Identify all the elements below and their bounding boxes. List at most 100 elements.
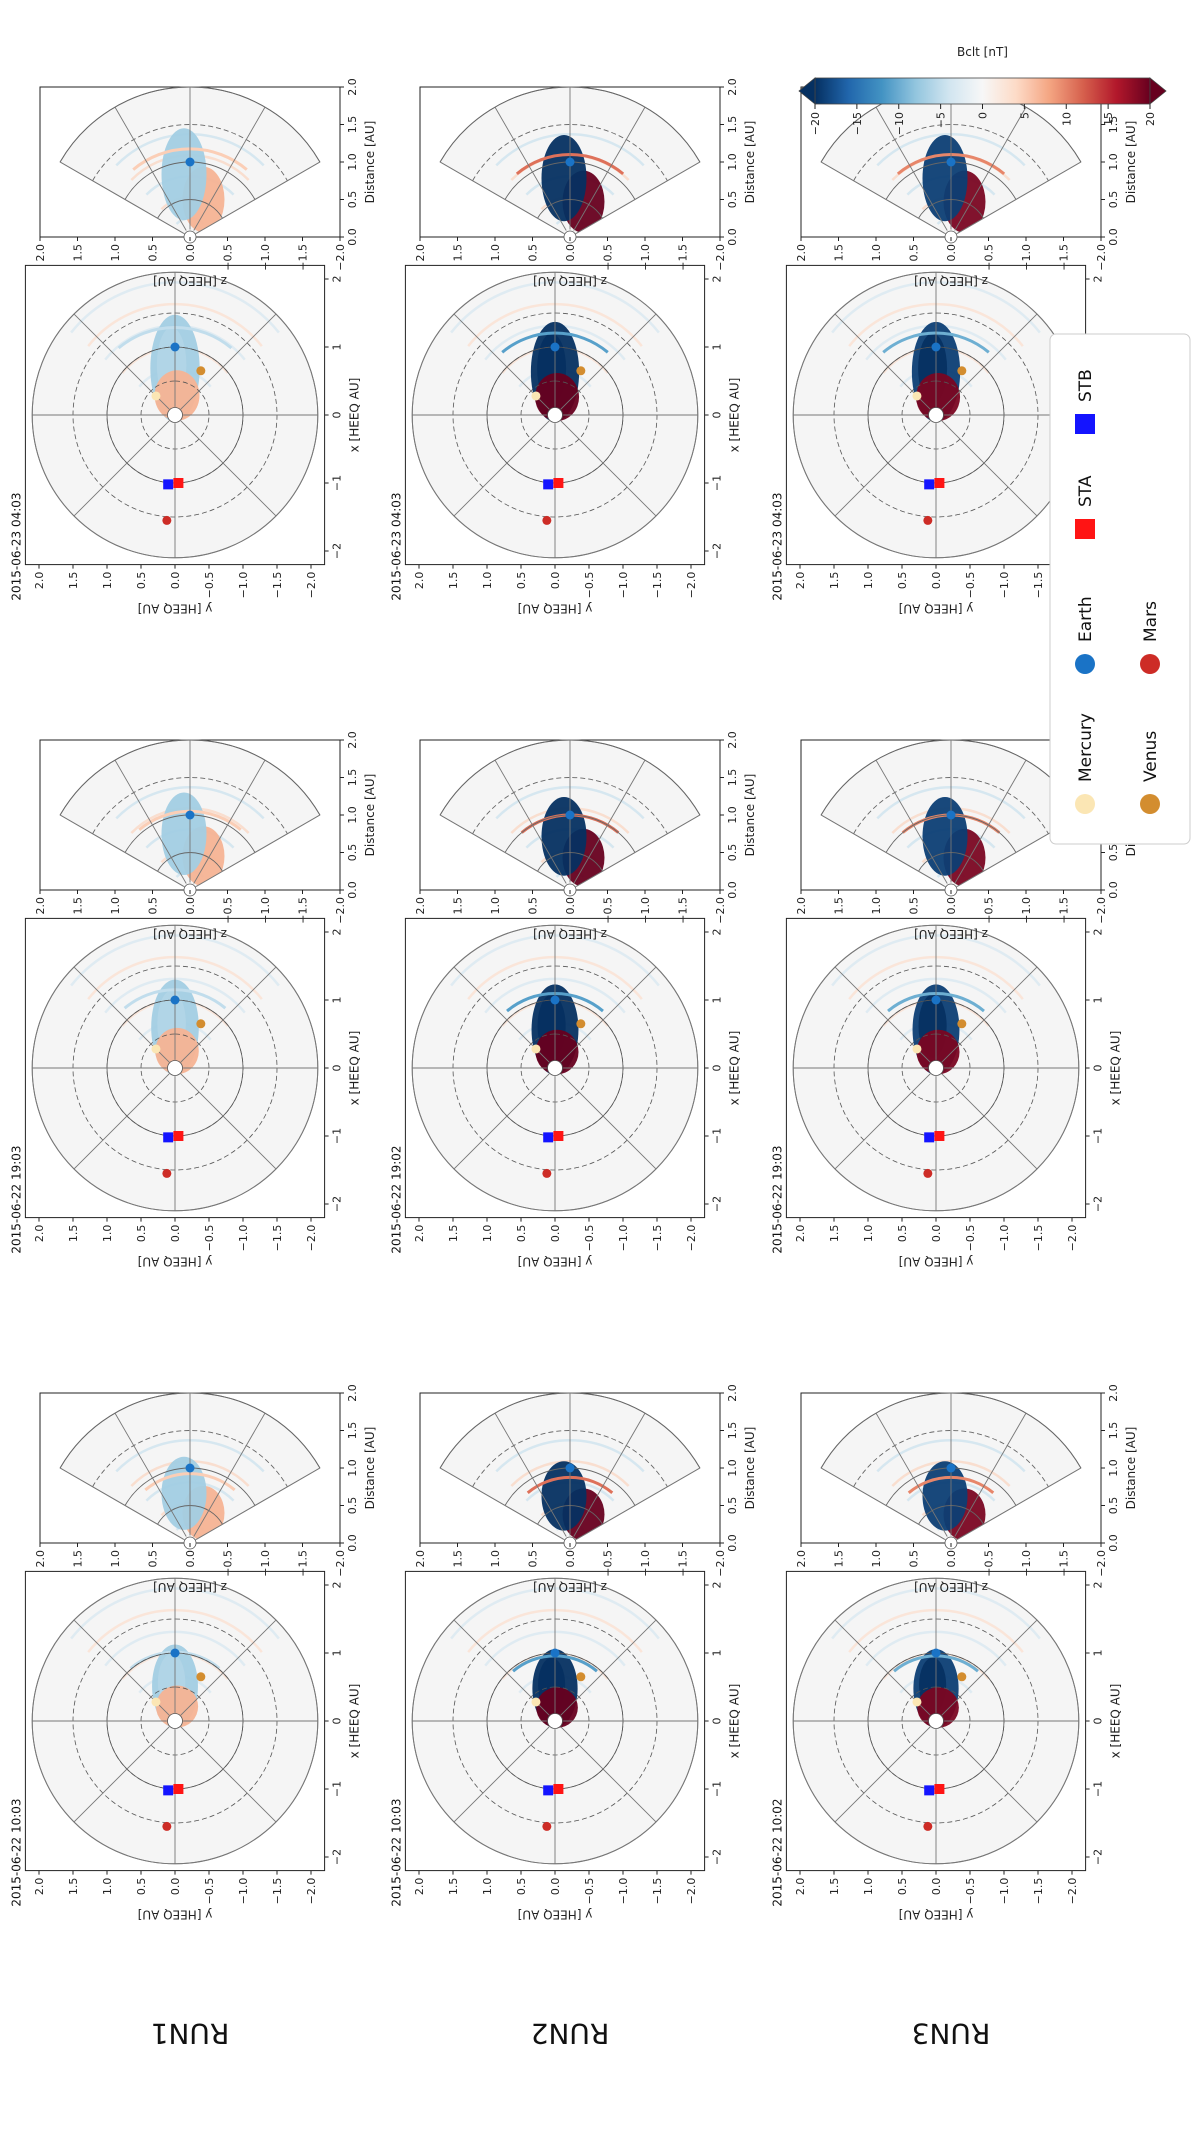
body-earth [185,1463,195,1473]
y-axis-label: y [HEEQ AU] [518,1255,593,1269]
y-tick-label: −0.5 [964,1225,977,1252]
x-tick-label: 0.0 [1107,228,1120,246]
x-tick-label: 2.0 [346,1384,359,1402]
grid-spoke [941,1726,1038,1823]
body-earth [185,157,195,167]
x-tick-label: −2 [331,1196,344,1212]
body-stb [543,1132,554,1143]
colorbar: 20 15 10 5 0 −5 −10 −15 −20 Bclt [nT] [798,45,1167,135]
y-axis-label: y [HEEQ AU] [518,1908,593,1922]
panel-pair: −2 −1 0 1 2 2.0 1.5 1.0 0.5 0.0 −0.5 −1.0 −1.5 −2.0 x … [389,1384,757,1921]
colorbar-tick-label: 0 [977,112,990,119]
body-earth [565,810,575,820]
x-tick-label: 1.0 [726,153,739,171]
y-tick-label: 1.5 [72,897,85,915]
body-mars [923,515,933,525]
x-tick-label: 1.0 [726,806,739,824]
y-tick-label: 1.0 [862,572,875,590]
x-tick-label: 2.0 [726,731,739,749]
y-axis-label: z [HEEQ AU] [533,927,607,941]
y-tick-label: 0.5 [515,1225,528,1243]
y-tick-label: 0.0 [564,1550,577,1568]
y-tick-label: 0.0 [184,897,197,915]
y-tick-label: 0.5 [527,897,540,915]
y-axis-label: y [HEEQ AU] [899,602,974,616]
body-mercury [151,391,161,401]
y-tick-label: 1.5 [452,1550,465,1568]
body-mars [162,1168,172,1178]
inner-boundary [928,1060,944,1076]
y-tick-label: 2.0 [414,897,427,915]
y-tick-label: −0.5 [222,1550,235,1577]
grid-latitude-line [573,106,646,231]
cme-positive-lobe [922,135,968,222]
x-tick-label: 1 [331,1650,344,1657]
body-venus [576,366,586,376]
x-tick-label: −2 [711,543,724,559]
body-stb [924,1132,935,1143]
body-earth [946,157,956,167]
y-tick-label: 1.0 [481,1225,494,1243]
body-earth [565,1463,575,1473]
grid-arc [472,777,668,834]
y-tick-label: −0.5 [602,244,615,271]
y-tick-label: −1.5 [297,1550,310,1577]
y-tick-label: −1.5 [271,1225,284,1252]
inner-boundary [167,407,183,423]
grid-latitude-line [820,814,945,887]
y-tick-label: 2.0 [413,1878,426,1896]
x-tick-label: −2 [331,1849,344,1865]
x-tick-label: 0.0 [346,228,359,246]
grid-latitude-line [576,1467,701,1540]
y-tick-label: −2.0 [305,1878,318,1905]
x-tick-label: 0.5 [346,191,359,209]
grid-latitude-line [957,1467,1082,1540]
body-earth [931,995,941,1005]
y-tick-label: 0.5 [147,897,160,915]
grid-spoke [560,1726,657,1823]
x-tick-label: 2 [331,1582,344,1589]
grid-latitude-line [820,1467,945,1540]
body-earth [550,995,560,1005]
body-sta [173,1784,184,1794]
cme-negative-lobe [916,373,961,421]
x-tick-label: 0.0 [726,1534,739,1552]
panel-pair: −2 −1 0 1 2 2.0 1.5 1.0 0.5 0.0 −0.5 −1.0 −1.5 −2.0 x … [9,78,377,615]
y-tick-label: −1.5 [1032,1878,1045,1905]
x-tick-label: 2 [331,929,344,936]
x-axis-label: Distance [AU] [1124,1427,1138,1510]
legend-marker-earth [1075,654,1095,674]
inner-boundary [167,1060,183,1076]
y-tick-label: 1.0 [870,244,883,262]
x-axis-label: x [HEEQ AU] [1109,1684,1123,1759]
body-sta [553,1784,564,1794]
body-mars [162,1821,172,1831]
y-tick-label: 0.5 [527,1550,540,1568]
body-earth [946,1463,956,1473]
y-tick-label: −0.5 [964,572,977,599]
grid-latitude-line [114,106,187,231]
inner-boundary [928,407,944,423]
x-tick-label: 0.0 [346,881,359,899]
x-tick-label: 0 [331,1718,344,1725]
y-tick-label: −2.0 [1095,897,1108,924]
y-tick-label: −0.5 [983,244,996,271]
x-axis-label: Distance [AU] [743,774,757,857]
grid-latitude-line [573,1412,646,1537]
y-tick-label: 1.0 [489,1550,502,1568]
grid-spoke [560,966,657,1063]
grid-latitude-line [954,759,1027,884]
body-venus [196,1019,206,1029]
y-tick-label: −2.0 [1095,244,1108,271]
grid-latitude-line [494,106,567,231]
x-axis-label: x [HEEQ AU] [728,1031,742,1106]
x-tick-label: 2 [1092,1582,1105,1589]
y-tick-label: 2.0 [795,1550,808,1568]
colorbar-tick-label: 10 [1060,112,1073,126]
y-tick-label: 0.5 [135,1225,148,1243]
x-tick-label: 0.0 [1107,1534,1120,1552]
panel-timestamp: 2015-06-22 10:02 [770,1798,784,1906]
x-tick-label: −1 [1092,1128,1105,1144]
body-earth [170,995,180,1005]
grid-latitude-line [439,814,564,887]
